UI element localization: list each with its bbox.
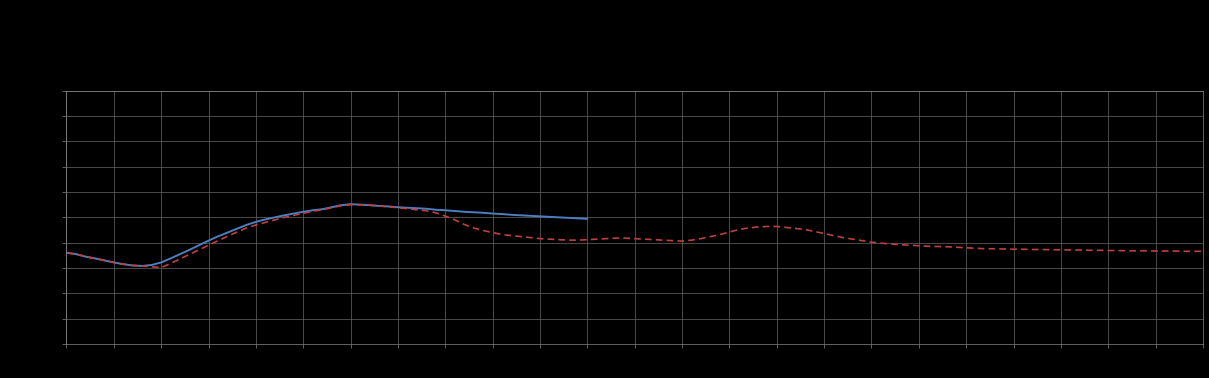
Legend: , : , (1156, 0, 1192, 2)
